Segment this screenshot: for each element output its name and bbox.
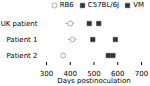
html-text:RB6: RB6 [59, 1, 74, 9]
svg-text:300: 300 [40, 70, 53, 78]
svg-text:Patient 2: Patient 2 [6, 52, 37, 60]
svg-text:Days postinoculation: Days postinoculation [57, 77, 130, 85]
html-text:VM: VM [133, 1, 144, 9]
svg-text:Patient 1: Patient 1 [6, 36, 37, 44]
svg-text:UK patient: UK patient [1, 20, 38, 28]
html-text:C57BL/6J: C57BL/6J [87, 1, 120, 9]
svg-text:500: 500 [87, 70, 101, 79]
svg-text:700: 700 [135, 70, 148, 78]
svg-text:600: 600 [111, 70, 125, 79]
svg-text:400: 400 [63, 70, 77, 79]
